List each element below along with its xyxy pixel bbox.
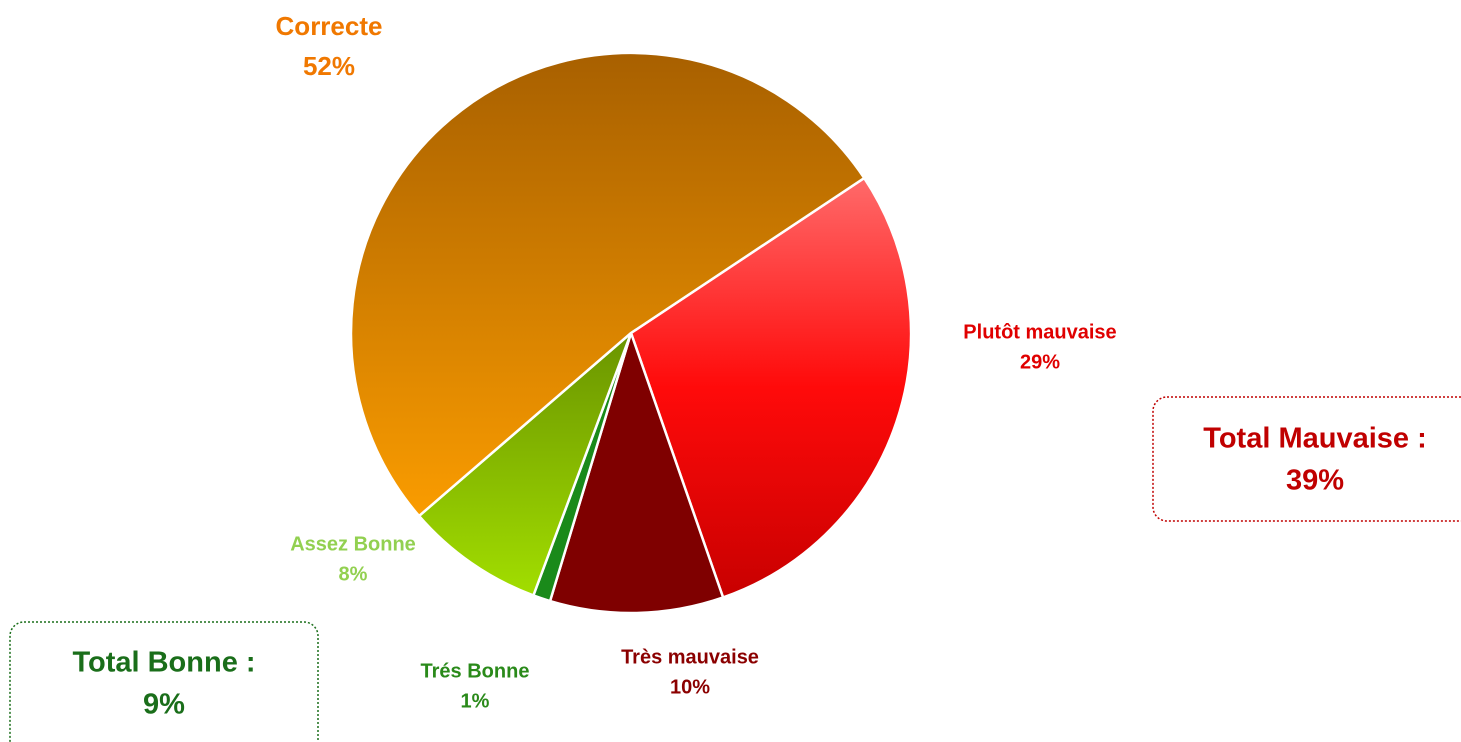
annotation-title: Total Mauvaise : [1203,423,1426,455]
category-label: Trés Bonne [421,660,530,682]
value-label: 8% [339,563,368,585]
value-label: 52% [303,51,355,81]
pie-slice [349,51,866,518]
annotation-box [1152,396,1461,522]
category-label: Plutôt mauvaise [963,321,1116,343]
value-label: 1% [461,690,490,712]
pie [349,51,913,615]
pie-slice [548,328,725,615]
category-label: Assez Bonne [290,533,416,555]
value-label: 10% [670,676,710,698]
annotation-value: 9% [143,689,185,721]
annotation-value: 39% [1286,465,1344,497]
category-label: Correcte [276,11,383,41]
value-label: 29% [1020,351,1060,373]
pie-slice [417,332,633,598]
annotation-title: Total Bonne : [72,647,255,679]
annotation-box [9,621,319,742]
labels: Plutôt mauvaise 29% Très mauvaise 10% Trés B… [276,11,1117,712]
category-label: Très mauvaise [621,646,759,668]
pie-slice [629,176,913,600]
